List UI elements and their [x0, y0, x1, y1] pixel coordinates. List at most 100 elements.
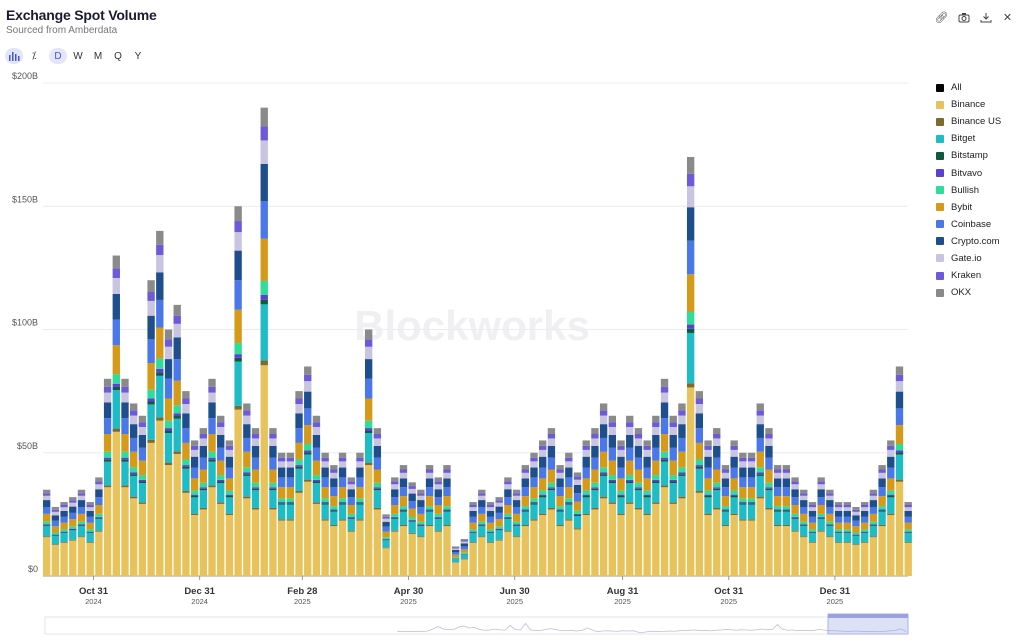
bar-crypto-com[interactable]: [599, 424, 608, 438]
bar-crypto-com[interactable]: [626, 435, 634, 448]
bar-binance[interactable]: [478, 537, 486, 576]
bar-gate-io[interactable]: [251, 438, 260, 446]
bar-bybit[interactable]: [330, 496, 338, 507]
bar-kraken[interactable]: [669, 422, 677, 427]
bar-binance-us[interactable]: [721, 524, 730, 527]
bar-binance-us[interactable]: [156, 417, 164, 421]
interval-m[interactable]: M: [93, 50, 103, 62]
bar-kraken[interactable]: [304, 374, 312, 382]
bar-crypto-com[interactable]: [286, 467, 295, 478]
bar-crypto-com[interactable]: [826, 500, 834, 507]
bar-bybit[interactable]: [573, 501, 582, 511]
bar-binance-us[interactable]: [504, 530, 512, 532]
bar-coinbase[interactable]: [634, 457, 643, 470]
bar-bitget[interactable]: [434, 518, 442, 531]
bar-bybit[interactable]: [887, 478, 895, 491]
bar-okx[interactable]: [495, 497, 503, 501]
bar-binance-us[interactable]: [51, 544, 60, 545]
bar-bitvavo[interactable]: [330, 509, 338, 511]
bar-binance[interactable]: [95, 531, 103, 576]
bar-bybit[interactable]: [765, 469, 773, 483]
bar-okx[interactable]: [686, 156, 695, 174]
bar-bitget[interactable]: [773, 511, 782, 525]
bar-bitget[interactable]: [243, 475, 251, 497]
bar-bitget[interactable]: [173, 418, 181, 452]
bar-binance[interactable]: [765, 509, 773, 576]
bar-okx[interactable]: [391, 477, 399, 482]
bar-bullish[interactable]: [130, 467, 138, 473]
bar-bybit[interactable]: [756, 451, 764, 468]
bar-kraken[interactable]: [773, 469, 782, 473]
bar-okx[interactable]: [678, 403, 686, 411]
bar-bitstamp[interactable]: [817, 517, 825, 519]
bar-bybit[interactable]: [399, 496, 408, 507]
bar-bullish[interactable]: [321, 498, 329, 503]
bar-bybit[interactable]: [530, 487, 538, 499]
bar-okx[interactable]: [626, 415, 634, 423]
bar-bullish[interactable]: [434, 513, 442, 517]
bar-binance-us[interactable]: [739, 519, 747, 521]
bar-binance[interactable]: [460, 559, 469, 576]
bar-okx[interactable]: [582, 440, 590, 446]
bar-gate-io[interactable]: [364, 346, 373, 360]
bar-binance[interactable]: [217, 503, 225, 576]
bar-binance-us[interactable]: [243, 496, 251, 499]
bar-binance-us[interactable]: [225, 513, 234, 515]
bar-crypto-com[interactable]: [373, 445, 382, 458]
bar-crypto-com[interactable]: [478, 500, 486, 507]
bar-bitget[interactable]: [643, 497, 651, 514]
bar-okx[interactable]: [713, 428, 721, 435]
bar-kraken[interactable]: [399, 469, 408, 473]
bar-bitstamp[interactable]: [852, 535, 860, 536]
bar-bybit[interactable]: [60, 522, 68, 530]
bar-coinbase[interactable]: [739, 477, 747, 488]
bar-bitvavo[interactable]: [878, 509, 886, 511]
bar-bitget[interactable]: [86, 533, 94, 542]
bar-binance-us[interactable]: [382, 547, 390, 549]
bar-gate-io[interactable]: [582, 449, 590, 457]
bar-crypto-com[interactable]: [713, 445, 721, 458]
bar-bitget[interactable]: [747, 504, 756, 520]
bar-kraken[interactable]: [95, 481, 103, 485]
bar-bullish[interactable]: [138, 475, 147, 480]
bar-bullish[interactable]: [182, 459, 190, 466]
bar-bullish[interactable]: [425, 506, 434, 510]
bar-bitvavo[interactable]: [556, 509, 564, 511]
bar-kraken[interactable]: [686, 173, 695, 187]
bar-coinbase[interactable]: [895, 408, 904, 426]
bar-bullish[interactable]: [869, 521, 878, 525]
bar-coinbase[interactable]: [817, 497, 825, 506]
bar-gate-io[interactable]: [695, 404, 704, 414]
bar-binance[interactable]: [121, 487, 129, 576]
bar-okx[interactable]: [869, 489, 878, 494]
bar-bullish[interactable]: [338, 498, 347, 503]
bar-bitget[interactable]: [704, 497, 712, 514]
bar-gate-io[interactable]: [608, 426, 616, 436]
bar-crypto-com[interactable]: [408, 493, 416, 502]
bar-bitstamp[interactable]: [243, 474, 251, 476]
bar-binance[interactable]: [364, 465, 373, 576]
bar-bitget[interactable]: [399, 511, 408, 525]
bar-okx[interactable]: [800, 489, 808, 494]
bar-gate-io[interactable]: [887, 449, 895, 457]
bar-kraken[interactable]: [512, 493, 521, 496]
bar-binance[interactable]: [869, 537, 878, 576]
bar-okx[interactable]: [443, 465, 451, 470]
bar-gate-io[interactable]: [286, 461, 295, 468]
bar-bullish[interactable]: [747, 498, 756, 503]
bar-binance-us[interactable]: [364, 462, 373, 466]
bar-kraken[interactable]: [182, 398, 190, 405]
bar-binance-us[interactable]: [556, 524, 564, 527]
bar-bitget[interactable]: [791, 518, 799, 531]
bar-bitget[interactable]: [304, 454, 312, 480]
bar-bitget[interactable]: [234, 361, 242, 406]
close-icon[interactable]: ✕: [1002, 11, 1013, 24]
bar-bullish[interactable]: [887, 490, 895, 495]
bar-gate-io[interactable]: [643, 449, 651, 457]
bar-bitvavo[interactable]: [86, 531, 94, 533]
bar-kraken[interactable]: [373, 434, 382, 439]
bar-bybit[interactable]: [452, 554, 460, 558]
bar-binance-us[interactable]: [399, 524, 408, 527]
bar-coinbase[interactable]: [69, 512, 77, 520]
bar-kraken[interactable]: [782, 469, 791, 473]
